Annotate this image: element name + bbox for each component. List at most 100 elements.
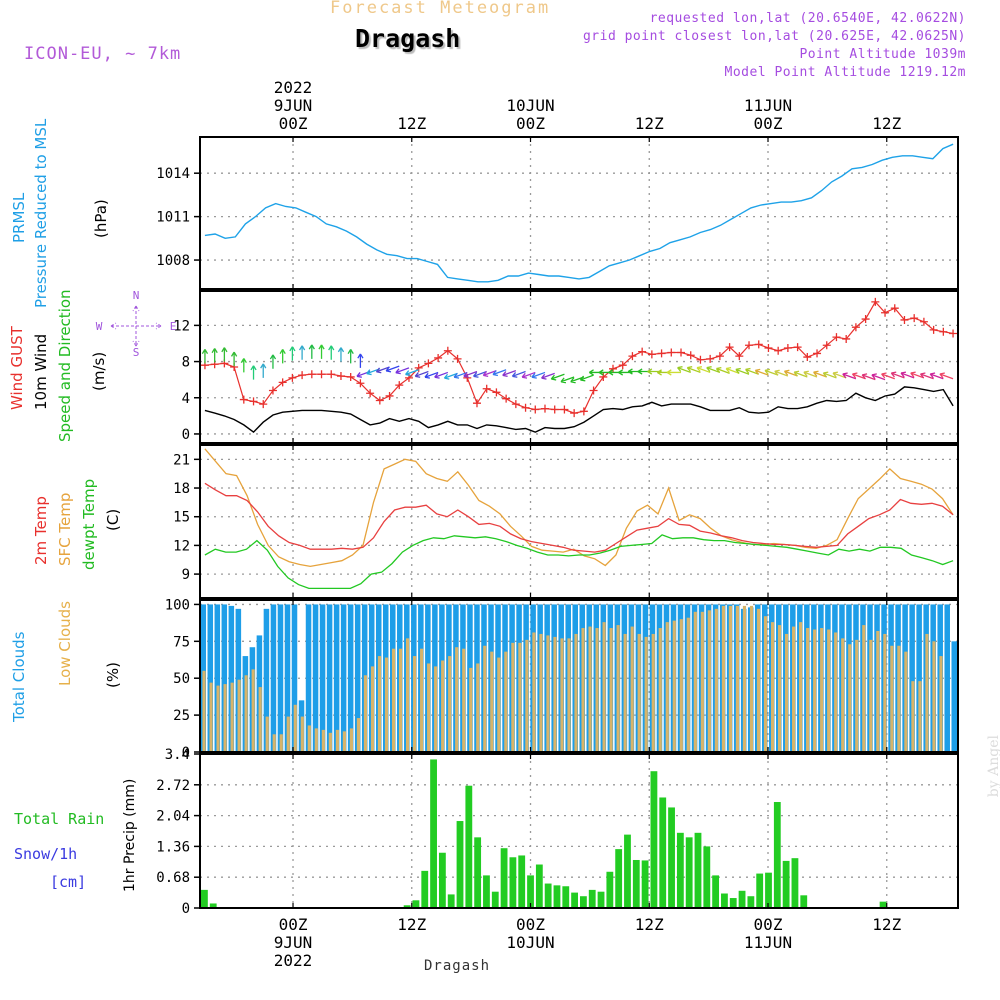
total-cloud-bar xyxy=(333,604,340,752)
low-cloud-bar xyxy=(265,716,269,752)
top-time-label: 12Z xyxy=(397,114,426,133)
low-cloud-bar xyxy=(546,635,550,752)
low-cloud-bar xyxy=(841,638,845,752)
low-cloud-bar xyxy=(876,630,880,752)
low-cloud-bar xyxy=(581,628,585,752)
wind-direction-arrow xyxy=(939,372,954,380)
wind-direction-arrow xyxy=(375,366,390,374)
snow-unit-label: [cm] xyxy=(50,873,87,891)
low-cloud-bar xyxy=(483,645,487,752)
y-tick-label: 1008 xyxy=(156,253,190,269)
rain-bar xyxy=(421,870,429,908)
wind-gust-point xyxy=(696,355,705,364)
low-cloud-bar xyxy=(707,610,711,752)
wind-direction-arrow xyxy=(318,344,325,359)
low-cloud-bar xyxy=(335,729,339,752)
wind-gust-point xyxy=(259,400,268,409)
low-cloud-bar xyxy=(230,682,234,752)
low-cloud-bar xyxy=(490,651,494,752)
low-cloud-bar xyxy=(405,638,410,752)
low-cloud-bar xyxy=(574,633,578,752)
total-cloud-bar xyxy=(340,604,347,752)
low-cloud-bar xyxy=(539,633,543,752)
low-cloud-bar xyxy=(398,648,403,752)
wind-direction-arrow xyxy=(822,371,837,379)
low-cloud-bar xyxy=(363,675,368,752)
rain-bar xyxy=(668,807,675,908)
total-cloud-bar xyxy=(291,604,298,752)
low-cloud-bar xyxy=(370,666,375,752)
point-altitude: Point Altitude 1039m xyxy=(799,47,966,62)
wind-direction-arrow xyxy=(774,369,789,377)
wind-direction-arrow xyxy=(764,368,779,376)
frame-layer xyxy=(194,136,959,909)
rain-bar xyxy=(430,759,437,908)
top-time-label: 11JUN xyxy=(744,96,792,115)
rain-bar xyxy=(721,893,728,908)
wind-direction-arrow xyxy=(502,370,517,378)
low-cloud-bar xyxy=(356,718,361,752)
top-time-label: 2022 xyxy=(274,78,313,97)
low-cloud-bar xyxy=(377,656,382,752)
wind-gust-point xyxy=(385,391,394,400)
rain-bar xyxy=(456,821,464,908)
low-cloud-bar xyxy=(525,639,529,752)
wind-gust-point xyxy=(667,348,676,357)
y-tick-label: 4 xyxy=(182,391,190,407)
wind-gust-point xyxy=(822,341,831,350)
wind-direction-arrow xyxy=(279,349,286,364)
low-cloud-bar xyxy=(897,645,901,752)
chart-title: Forecast Meteogram xyxy=(330,0,551,18)
wind-gust-point xyxy=(482,384,491,393)
sfc-temp-line xyxy=(204,448,954,568)
bottom-time-label: 12Z xyxy=(872,915,901,934)
panel-frame-clouds xyxy=(199,599,959,753)
rain-bar xyxy=(606,871,614,908)
low-cloud-bar xyxy=(813,629,817,752)
wind-gust-point xyxy=(900,315,909,324)
wind-gust-point xyxy=(492,388,501,397)
low-cloud-bar xyxy=(314,728,318,752)
wind-direction-arrow xyxy=(813,370,827,378)
wind-gust-point xyxy=(511,400,520,409)
model-point-altitude: Model Point Altitude 1219.12m xyxy=(724,65,966,80)
wind-direction-arrow xyxy=(201,349,209,364)
low-cloud-bar xyxy=(321,729,325,752)
wind-gust-point xyxy=(657,349,666,358)
low-cloud-bar xyxy=(735,605,740,752)
wind-direction-arrow xyxy=(230,351,238,367)
rain-bar xyxy=(447,894,455,908)
total-cloud-bar xyxy=(270,604,277,752)
panel-frame-pressure xyxy=(199,136,959,290)
wind-direction-arrow xyxy=(250,365,257,380)
wind-direction-arrow xyxy=(793,370,808,378)
total-cloud-bar xyxy=(221,604,228,752)
low-cloud-bar xyxy=(462,648,466,752)
wind-gust-point xyxy=(239,395,248,404)
wind-direction-arrow xyxy=(453,371,468,379)
wind-direction-arrow xyxy=(735,367,750,375)
wind-gust-point xyxy=(774,346,783,355)
wind-gust-point xyxy=(871,297,880,306)
axis-text-layer: 1008 1011 1014 0 4 8 12 9 12 15 18 21 0 25 50 75 100 0 0.6… xyxy=(156,78,901,970)
low-cloud-bar xyxy=(616,625,620,752)
low-cloud-bar xyxy=(904,651,908,752)
low-cloud-bar xyxy=(806,628,810,752)
rain-bar xyxy=(685,837,693,908)
top-time-label: 9JUN xyxy=(274,96,313,115)
wind-direction-arrow xyxy=(395,367,410,375)
low-cloud-bar xyxy=(644,636,648,752)
wind-direction-arrow xyxy=(783,369,798,377)
y-tick-label: 0 xyxy=(182,427,190,443)
low-cloud-bar xyxy=(518,642,522,752)
wind-direction-arrow xyxy=(803,370,818,378)
y-tick-label: 18 xyxy=(173,481,190,497)
total-cloud-bar xyxy=(277,604,284,752)
wind-gust-point xyxy=(414,363,423,372)
rain-bar xyxy=(597,891,605,908)
total-cloud-bar xyxy=(347,604,354,752)
low-cloud-bar xyxy=(223,684,227,752)
wind-gust-point xyxy=(686,351,695,360)
low-cloud-bar xyxy=(391,648,396,752)
wind-gust-point xyxy=(424,359,433,368)
